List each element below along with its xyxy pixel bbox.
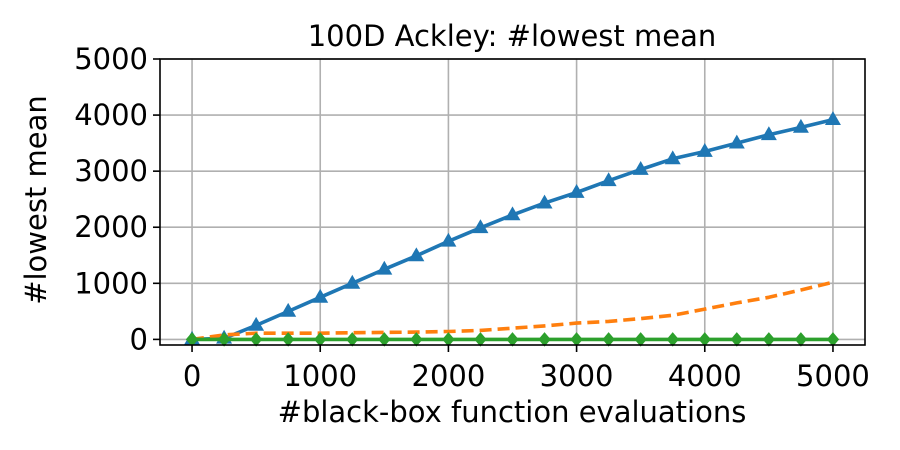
data-point — [378, 332, 391, 347]
data-point — [442, 332, 455, 347]
data-point — [634, 332, 647, 347]
data-point — [762, 332, 776, 347]
x-tick-label: 4000 — [668, 359, 742, 393]
x-axis-label: #black-box function evaluations — [278, 395, 747, 429]
data-point — [696, 143, 713, 157]
x-tick-label: 0 — [183, 359, 201, 393]
x-tick-label: 3000 — [540, 359, 614, 393]
data-point — [217, 332, 231, 347]
chart-title: 100D Ackley: #lowest mean — [308, 19, 717, 53]
y-tick-label: 1000 — [74, 266, 148, 300]
data-point — [632, 160, 649, 175]
data-point — [826, 332, 840, 347]
data-point — [280, 302, 297, 317]
data-point — [249, 332, 263, 347]
plot-frame — [159, 58, 866, 346]
y-tick-label: 0 — [130, 322, 148, 356]
series-1 — [184, 111, 841, 345]
series-layer — [184, 111, 841, 347]
data-point — [440, 232, 457, 247]
data-point — [282, 332, 295, 347]
data-point — [570, 332, 583, 347]
x-tick-label: 2000 — [412, 359, 486, 393]
data-point — [376, 260, 393, 275]
y-axis-label: #lowest mean — [19, 95, 53, 305]
data-point — [600, 172, 617, 187]
data-point — [248, 316, 265, 331]
data-point — [568, 183, 585, 198]
grid-layer — [160, 58, 865, 345]
data-point — [728, 134, 745, 149]
y-tick-label: 4000 — [74, 98, 148, 132]
data-point — [824, 111, 841, 125]
data-point — [344, 274, 361, 289]
x-tick-label: 5000 — [796, 359, 870, 393]
y-tick-label: 2000 — [74, 210, 148, 244]
data-point — [730, 332, 743, 347]
data-point — [794, 332, 808, 347]
data-point — [664, 150, 681, 165]
y-tick-label: 5000 — [74, 42, 148, 76]
data-point — [474, 332, 487, 347]
data-point — [504, 206, 521, 221]
data-point — [346, 332, 359, 347]
data-point — [408, 247, 425, 262]
data-point — [472, 219, 489, 234]
data-point — [792, 118, 809, 133]
series-3 — [185, 332, 840, 347]
y-tick-label: 3000 — [74, 154, 148, 188]
data-point — [312, 288, 329, 303]
x-tick-label: 1000 — [283, 359, 357, 393]
data-point — [760, 126, 777, 141]
data-point — [506, 332, 519, 347]
ticks-layer: 0 1000 2000 3000 4000 5000 0 1000 2000 3000 4000 50… — [74, 42, 870, 393]
data-point — [538, 332, 551, 347]
data-point — [698, 332, 711, 347]
data-point — [666, 332, 679, 347]
data-point — [602, 332, 615, 347]
data-point — [536, 194, 553, 209]
data-point — [410, 332, 423, 347]
